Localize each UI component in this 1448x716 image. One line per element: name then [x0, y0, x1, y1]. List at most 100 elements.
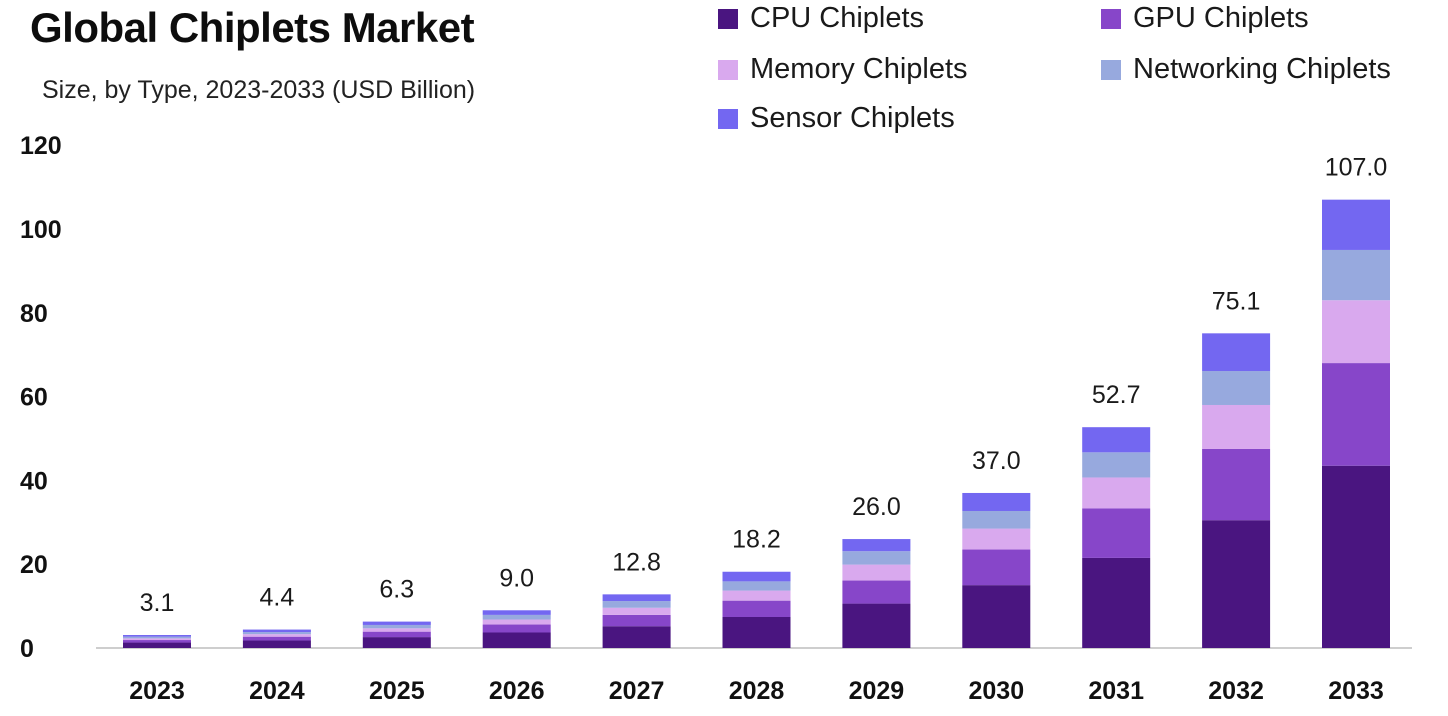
- bar-segment: [842, 551, 911, 565]
- total-data-label: 75.1: [1212, 287, 1261, 315]
- legend-label: GPU Chiplets: [1133, 2, 1309, 34]
- total-data-label: 9.0: [499, 564, 534, 592]
- bar-segment: [1082, 452, 1151, 478]
- bar-segment: [722, 590, 791, 601]
- bar-segment: [1082, 427, 1151, 453]
- legend-swatch: [718, 8, 738, 29]
- bar-segment: [1202, 448, 1271, 521]
- x-tick-label: 2031: [1088, 677, 1144, 705]
- x-tick-label: 2032: [1208, 677, 1264, 705]
- bar-segment: [123, 635, 191, 637]
- bar-segment: [1322, 300, 1390, 364]
- legend-item: Sensor Chiplets: [718, 102, 955, 135]
- legend-swatch: [1101, 8, 1121, 29]
- bar-segment: [602, 607, 671, 615]
- chart-subtitle: Size, by Type, 2023-2033 (USD Billion): [42, 76, 476, 104]
- legend-item: Networking Chiplets: [1101, 53, 1391, 86]
- x-tick-label: 2033: [1328, 677, 1384, 705]
- x-tick-label: 2024: [249, 677, 305, 705]
- bar-segment: [1202, 520, 1271, 648]
- legend-label: Memory Chiplets: [750, 53, 968, 85]
- bar-segment: [123, 640, 191, 643]
- bar-segment: [242, 640, 311, 648]
- bar-segment: [602, 601, 671, 608]
- total-data-label: 26.0: [852, 493, 901, 521]
- bar-segment: [242, 634, 311, 637]
- bar-segment: [1202, 371, 1271, 405]
- total-data-label: 52.7: [1092, 381, 1141, 409]
- bar-segment: [842, 580, 911, 604]
- y-tick-label: 120: [20, 132, 62, 160]
- y-tick-label: 60: [20, 384, 48, 412]
- bar-segment: [722, 581, 791, 591]
- bar-segment: [602, 614, 671, 627]
- chart-title: Global Chiplets Market: [30, 4, 475, 51]
- bar-segment: [722, 616, 791, 648]
- total-data-label: 4.4: [260, 584, 295, 612]
- x-tick-label: 2027: [609, 677, 665, 705]
- x-tick-label: 2023: [129, 677, 185, 705]
- x-tick-label: 2029: [849, 677, 905, 705]
- bar-segment: [602, 594, 671, 602]
- bar-segment: [602, 626, 671, 648]
- legend-label: Sensor Chiplets: [750, 102, 955, 134]
- total-data-label: 6.3: [379, 576, 414, 604]
- legend-item: GPU Chiplets: [1101, 2, 1309, 35]
- bar-segment: [962, 528, 1031, 550]
- bar-segment: [482, 624, 551, 633]
- bar-segment: [1322, 199, 1390, 250]
- total-data-label: 18.2: [732, 526, 781, 554]
- bar-segment: [1082, 557, 1151, 648]
- y-tick-label: 0: [20, 635, 34, 663]
- legend-swatch: [718, 108, 738, 129]
- bar-segment: [123, 636, 191, 639]
- total-data-label: 107.0: [1325, 154, 1388, 182]
- bar-segment: [362, 624, 431, 629]
- bar-segment: [1202, 333, 1271, 372]
- bar-segment: [362, 631, 431, 638]
- bar-segment: [123, 638, 191, 641]
- bar-segment: [962, 510, 1031, 529]
- legend-label: Networking Chiplets: [1133, 53, 1391, 85]
- y-tick-label: 40: [20, 467, 48, 495]
- total-data-label: 12.8: [612, 548, 661, 576]
- x-tick-label: 2025: [369, 677, 425, 705]
- y-tick-label: 100: [20, 216, 62, 244]
- bar-segment: [242, 629, 311, 633]
- bar-segment: [1322, 363, 1390, 466]
- bar-segment: [962, 549, 1031, 586]
- bar-segment: [482, 632, 551, 648]
- bar-segment: [362, 628, 431, 632]
- bar-segment: [842, 564, 911, 581]
- bar-segment: [962, 492, 1031, 511]
- bar-segment: [242, 632, 311, 635]
- bar-segment: [1082, 477, 1151, 509]
- bar-segment: [722, 600, 791, 617]
- bar-segment: [842, 539, 911, 552]
- legend-label: CPU Chiplets: [750, 2, 925, 34]
- total-data-label: 37.0: [972, 447, 1021, 475]
- legend-swatch: [718, 59, 738, 80]
- bar-segment: [842, 603, 911, 648]
- y-tick-label: 80: [20, 300, 48, 328]
- bar-segment: [362, 621, 431, 625]
- x-tick-label: 2028: [729, 677, 785, 705]
- bar-segment: [1202, 404, 1271, 449]
- bar-segment: [482, 614, 551, 620]
- x-tick-label: 2026: [489, 677, 545, 705]
- legend-item: CPU Chiplets: [718, 2, 924, 35]
- bar-segment: [362, 637, 431, 648]
- bar-segment: [482, 610, 551, 615]
- bar-segment: [722, 571, 791, 582]
- bar-segment: [1322, 249, 1390, 301]
- bar-segment: [242, 636, 311, 641]
- y-tick-label: 20: [20, 551, 48, 579]
- bar-segment: [123, 642, 191, 648]
- total-data-label: 3.1: [140, 589, 175, 617]
- bar-segment: [1082, 508, 1151, 558]
- bar-segment: [962, 585, 1031, 648]
- bar-segment: [1322, 465, 1390, 648]
- x-tick-label: 2030: [968, 677, 1024, 705]
